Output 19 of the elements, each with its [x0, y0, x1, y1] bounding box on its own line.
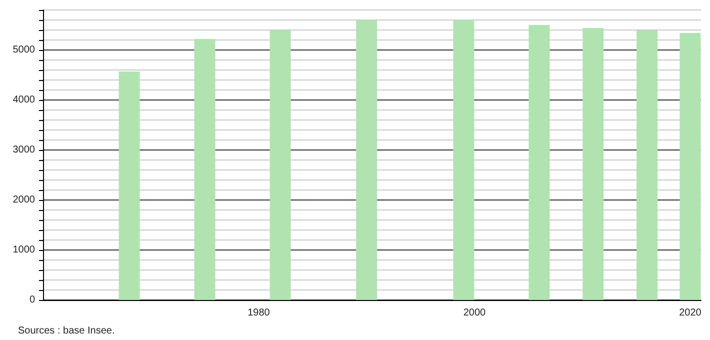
- bar: [582, 28, 604, 300]
- bar: [270, 30, 291, 300]
- y-tick-label: 1000: [12, 244, 36, 256]
- x-tick-label: 1980: [248, 308, 270, 318]
- bar: [194, 39, 216, 300]
- bar: [528, 25, 550, 300]
- bar: [118, 72, 140, 300]
- y-tick-label: 3000: [12, 144, 36, 156]
- y-tick-label: 5000: [12, 44, 36, 56]
- x-tick-label: 2020: [679, 308, 702, 318]
- y-tick-label: 4000: [12, 94, 36, 106]
- bar: [356, 20, 378, 300]
- bar: [453, 20, 474, 300]
- y-tick-label: 0: [29, 294, 36, 306]
- y-tick-label: 2000: [12, 194, 36, 206]
- bar: [636, 30, 658, 300]
- source-note: Sources : base Insee.: [18, 326, 115, 336]
- bar: [680, 33, 701, 300]
- x-tick-label: 2000: [463, 308, 486, 318]
